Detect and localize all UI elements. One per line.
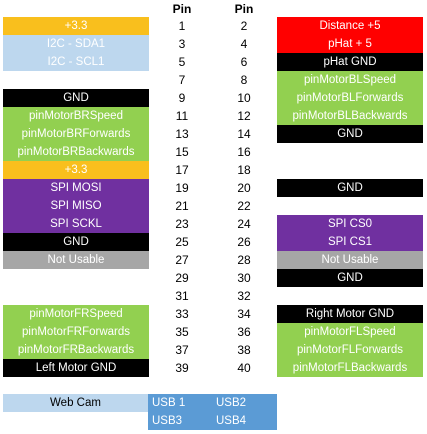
pin-label-left: pinMotorBRSpeed (3, 107, 149, 125)
pin-label-left: SPI SCKL (3, 215, 149, 233)
pin-label-right: SPI CS0 (277, 215, 423, 233)
pin-label-left: pinMotorBRBackwards (3, 143, 149, 161)
pin-number: 18 (237, 163, 251, 177)
pin-number: 9 (178, 91, 186, 105)
webcam-label: Web Cam (3, 394, 148, 412)
pin-number: 19 (175, 181, 189, 195)
usb4-label: USB4 (216, 415, 247, 427)
pin-number: 13 (175, 127, 189, 141)
pin-number: 7 (178, 73, 186, 87)
pin-number: 26 (237, 235, 251, 249)
pin-label-right: pinMotorBLSpeed (277, 71, 423, 89)
pin-label-left: pinMotorFRSpeed (3, 305, 149, 323)
pin-number: 21 (175, 199, 189, 213)
pin-label-left: I2C - SCL1 (3, 53, 149, 71)
pin-label-left: pinMotorFRForwards (3, 323, 149, 341)
pin-label-right: pHat + 5 (277, 35, 423, 53)
pin-label-left: +3.3 (3, 17, 149, 35)
pin-label-right: SPI CS1 (277, 233, 423, 251)
pin-number: 40 (237, 361, 251, 375)
pin-number: 29 (175, 271, 189, 285)
pin-number: 1 (178, 19, 186, 33)
pin-label-left: Left Motor GND (3, 359, 149, 377)
pin-number: 3 (178, 37, 186, 51)
pin-label-left: I2C - SDA1 (3, 35, 149, 53)
pin-number: 4 (240, 37, 248, 51)
pin-label-left: +3.3 (3, 161, 149, 179)
pin-header-left: Pin (172, 2, 192, 16)
pin-number: 34 (237, 307, 251, 321)
pin-number: 15 (175, 145, 189, 159)
pin-number: 38 (237, 343, 251, 357)
pin-number: 2 (240, 19, 248, 33)
pin-number: 5 (178, 55, 186, 69)
pin-number: 23 (175, 217, 189, 231)
pin-label-left: pinMotorFRBackwards (3, 341, 149, 359)
pin-number: 8 (240, 73, 248, 87)
pin-number: 35 (175, 325, 189, 339)
pin-label-right: pHat GND (277, 53, 423, 71)
pin-number: 39 (175, 361, 189, 375)
pin-number: 27 (175, 253, 189, 267)
pin-number: 10 (237, 91, 251, 105)
pin-number: 28 (237, 253, 251, 267)
pin-number: 31 (175, 289, 189, 303)
pin-label-right: pinMotorFLSpeed (277, 323, 423, 341)
pin-label-left: SPI MOSI (3, 179, 149, 197)
pin-label-right: Right Motor GND (277, 305, 423, 323)
pin-label-left: GND (3, 233, 149, 251)
pin-label-right: pinMotorBLForwards (277, 89, 423, 107)
pin-number: 30 (237, 271, 251, 285)
pin-number: 16 (237, 145, 251, 159)
pin-label-right: GND (277, 269, 423, 287)
pin-label-left: SPI MISO (3, 197, 149, 215)
pin-label-left: GND (3, 89, 149, 107)
pin-number: 32 (237, 289, 251, 303)
pin-number: 25 (175, 235, 189, 249)
pin-number: 37 (175, 343, 189, 357)
pin-label-right: pinMotorFLBackwards (277, 359, 423, 377)
pin-label-left: pinMotorBRForwards (3, 125, 149, 143)
pin-number: 36 (237, 325, 251, 339)
pin-label-right: GND (277, 125, 423, 143)
usb1-label: USB 1 (152, 397, 186, 409)
pin-label-right: pinMotorFLForwards (277, 341, 423, 359)
pin-number: 12 (237, 109, 251, 123)
pin-number: 14 (237, 127, 251, 141)
pin-number: 20 (237, 181, 251, 195)
pin-number: 11 (175, 109, 189, 123)
pin-number: 17 (175, 163, 189, 177)
pin-number: 6 (240, 55, 248, 69)
usb3-label: USB3 (152, 415, 183, 427)
pin-number: 22 (237, 199, 251, 213)
usb-ports-panel: USB 1 USB2 USB3 USB4 (148, 394, 277, 430)
pin-label-left: Not Usable (3, 251, 149, 269)
pin-header-right: Pin (234, 2, 254, 16)
pin-label-right: GND (277, 179, 423, 197)
pin-label-right: pinMotorBLBackwards (277, 107, 423, 125)
pin-label-right: Not Usable (277, 251, 423, 269)
usb2-label: USB2 (216, 397, 247, 409)
pin-number: 24 (237, 217, 251, 231)
pin-number: 33 (175, 307, 189, 321)
pin-label-right: Distance +5 (277, 17, 423, 35)
